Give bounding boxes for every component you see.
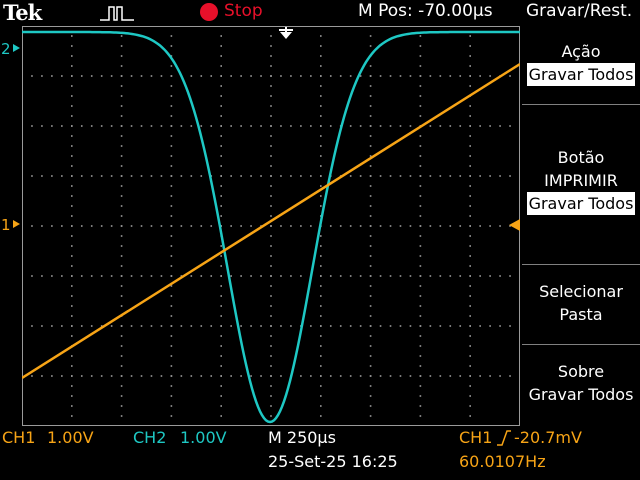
menu-item-title: Sobre (557, 362, 605, 381)
side-menu: Ação Gravar Todos Botão IMPRIMIR Gravar … (522, 26, 640, 426)
menu-item-value: Gravar Todos (526, 192, 636, 215)
ch2-label: CH2 (133, 428, 167, 447)
menu-divider (522, 264, 640, 265)
menu-item-title: Pasta (559, 305, 603, 324)
ch2-ground-marker: 2 (1, 40, 20, 58)
stop-indicator-icon (200, 3, 218, 21)
trigger-level-arrow-icon (509, 219, 520, 231)
waveform-display (22, 30, 520, 424)
menu-item-title: Selecionar (539, 282, 623, 301)
status-bar: Tek Stop M Pos: -70.00µs Gravar/Rest. (0, 0, 640, 26)
ch1-label: CH1 (2, 428, 36, 447)
menu-item-title: Ação (561, 42, 601, 61)
readout-bar: CH1 1.00V CH2 1.00V M 250µs 25-Set-25 16… (0, 426, 640, 480)
trigger-source: CH1 (459, 428, 493, 447)
run-state-label: Stop (224, 1, 263, 21)
ch1-marker-label: 1 (1, 216, 11, 234)
menu-item-selecionar-pasta[interactable]: Selecionar Pasta (522, 280, 640, 326)
brand-logo: Tek (3, 0, 42, 25)
menu-item-sobre-gravar-todos[interactable]: Sobre Gravar Todos (522, 360, 640, 406)
menu-item-title: Gravar Todos (528, 385, 634, 404)
menu-item-title: Botão (557, 148, 605, 167)
menu-item-botao-imprimir[interactable]: Botão IMPRIMIR Gravar Todos (522, 146, 640, 215)
ch2-waveform (22, 30, 520, 424)
trigger-level: -20.7mV (514, 428, 582, 447)
timebase-readout: M 250µs (268, 428, 336, 447)
ch1-waveform (22, 62, 520, 380)
menu-divider (522, 344, 640, 345)
ch1-ground-marker: 1 (1, 216, 20, 234)
trigger-frequency: 60.0107Hz (459, 452, 546, 471)
trigger-pulse-icon (100, 6, 134, 21)
menu-divider (522, 104, 640, 105)
datetime-readout: 25-Set-25 16:25 (268, 452, 398, 471)
menu-title: Gravar/Rest. (526, 1, 633, 21)
ch2-scale: 1.00V (180, 428, 227, 447)
ch2-marker-label: 2 (1, 40, 11, 58)
horizontal-position-readout: M Pos: -70.00µs (358, 1, 493, 21)
menu-item-value: Gravar Todos (526, 63, 636, 86)
menu-item-title: IMPRIMIR (544, 171, 618, 190)
graticule (22, 26, 520, 426)
menu-item-acao[interactable]: Ação Gravar Todos (522, 40, 640, 86)
rising-edge-icon (497, 430, 511, 446)
ch1-scale: 1.00V (47, 428, 94, 447)
